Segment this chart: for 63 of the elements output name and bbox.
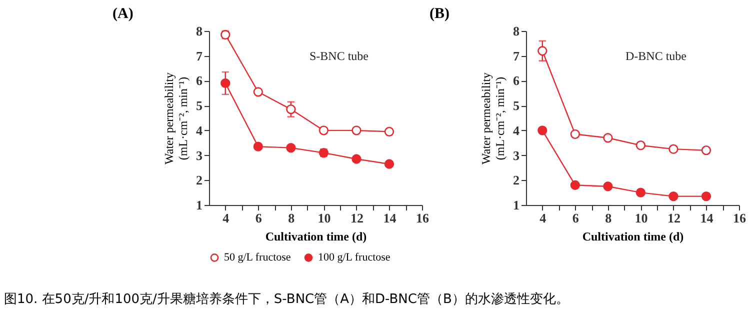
y-tick-label: 8 <box>196 24 203 38</box>
y-tick-label: 7 <box>196 48 203 64</box>
x-tick-label: 8 <box>605 210 612 226</box>
y-tick-label: 3 <box>513 148 520 163</box>
point <box>538 46 548 56</box>
y-tick-label: 7 <box>513 48 520 64</box>
y-axis-title: Water permeability (mL·cm⁻², min⁻¹) <box>479 72 507 164</box>
point <box>352 126 362 136</box>
y-tick-label: 6 <box>196 73 203 88</box>
y-tick-label: 8 <box>513 24 520 38</box>
point <box>318 126 329 136</box>
point <box>636 140 646 150</box>
y-tick-label: 4 <box>513 122 520 138</box>
caption: 图10. 在50克/升和100克/升果糖培养条件下，S-BNC管（A）和D-BNC管（B）的水渗透性变化。 <box>4 291 569 308</box>
point <box>352 154 362 164</box>
x-tick-label: 10 <box>318 210 331 226</box>
y-tick-label: 2 <box>196 172 202 188</box>
point <box>253 87 263 97</box>
point <box>384 126 394 136</box>
point <box>570 180 580 190</box>
y-tick-label: 1 <box>196 198 202 212</box>
x-tick-label: 6 <box>255 210 262 226</box>
y-axis-title: Water permeability (mL·cm⁻², min⁻¹) <box>162 72 190 164</box>
x-tick-label: 16 <box>416 210 430 226</box>
x-tick-label: 12 <box>350 210 364 226</box>
x-tick-label: 14 <box>700 210 714 226</box>
point <box>384 159 394 169</box>
x-tick-label: 12 <box>667 210 680 226</box>
chart-title: (A) <box>112 6 134 22</box>
point <box>538 126 548 136</box>
point <box>668 191 678 202</box>
annotation: S-BNC tube <box>309 49 369 63</box>
x-tick-label: 6 <box>572 210 580 226</box>
y-tick-label: 6 <box>513 73 520 88</box>
point <box>253 142 263 152</box>
point <box>286 143 296 153</box>
point <box>636 188 646 198</box>
point <box>286 104 296 114</box>
x-axis-title: Cultivation time (d) <box>265 230 367 244</box>
y-tick-label: 4 <box>196 122 203 138</box>
x-tick-label: 4 <box>222 210 230 226</box>
x-tick-label: 16 <box>733 210 746 226</box>
point <box>603 182 613 192</box>
x-tick-label: 14 <box>383 210 397 226</box>
y-tick-label: 5 <box>196 98 203 114</box>
point <box>668 144 678 154</box>
x-axis-title: Cultivation time (d) <box>582 230 684 244</box>
y-tick-label: 5 <box>513 98 520 114</box>
x-tick-label: 8 <box>288 210 296 226</box>
point <box>570 129 580 139</box>
point <box>603 133 613 143</box>
y-tick-label: 3 <box>196 148 203 163</box>
x-tick-label: 10 <box>634 210 648 226</box>
chart-title: (B) <box>430 6 450 22</box>
point <box>701 145 712 156</box>
legend-label: 50 g/L fructose <box>224 252 291 264</box>
y-tick-label: 2 <box>513 172 520 188</box>
annotation: D-BNC tube <box>626 49 686 63</box>
point <box>220 78 230 88</box>
y-tick-label: 1 <box>513 198 520 212</box>
point <box>701 191 712 202</box>
legend-label: 100 g/L fructose <box>318 252 390 264</box>
x-tick-label: 4 <box>540 210 547 226</box>
